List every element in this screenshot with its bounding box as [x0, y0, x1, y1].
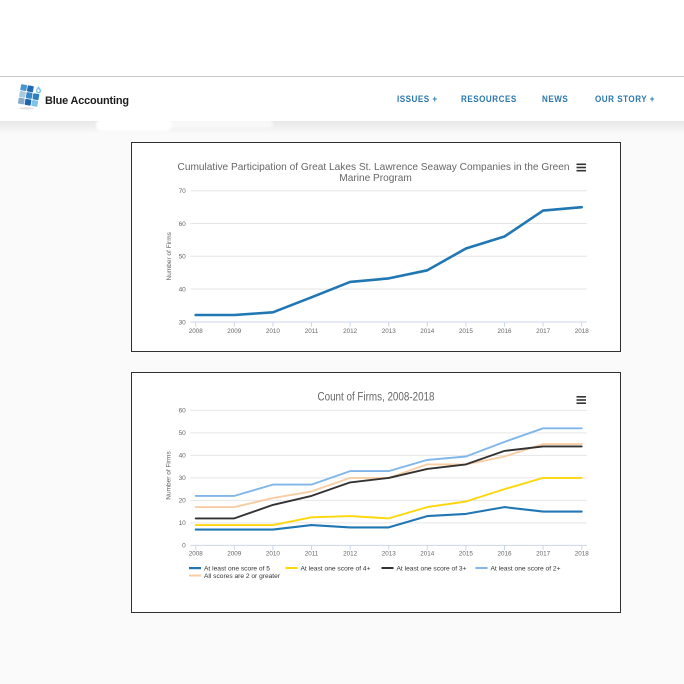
svg-text:2012: 2012 — [343, 328, 358, 335]
svg-text:Number of Firms: Number of Firms — [166, 231, 173, 280]
svg-text:2017: 2017 — [536, 328, 551, 335]
svg-text:Number of Firms: Number of Firms — [166, 451, 173, 500]
svg-text:2015: 2015 — [459, 328, 474, 335]
svg-text:30: 30 — [179, 319, 187, 326]
svg-text:2009: 2009 — [227, 551, 242, 558]
svg-text:2008: 2008 — [189, 551, 204, 558]
svg-text:2012: 2012 — [343, 551, 358, 558]
svg-text:30: 30 — [179, 475, 187, 482]
svg-text:At least one score of 3+: At least one score of 3+ — [397, 565, 467, 572]
svg-text:All scores are 2 or greater: All scores are 2 or greater — [204, 573, 281, 580]
svg-text:2011: 2011 — [305, 328, 319, 335]
svg-text:2018: 2018 — [575, 551, 590, 558]
svg-text:40: 40 — [179, 286, 187, 293]
svg-text:2016: 2016 — [497, 328, 512, 335]
svg-text:10: 10 — [179, 520, 187, 527]
svg-text:2013: 2013 — [382, 328, 397, 335]
svg-text:Cumulative Participation of Gr: Cumulative Participation of Great Lakes … — [178, 162, 570, 173]
svg-text:At least one score of 4+: At least one score of 4+ — [301, 565, 371, 572]
svg-text:2009: 2009 — [227, 328, 242, 335]
svg-text:2016: 2016 — [497, 551, 512, 558]
svg-text:20: 20 — [179, 498, 187, 505]
svg-text:2010: 2010 — [266, 328, 281, 335]
svg-text:60: 60 — [179, 221, 187, 228]
svg-text:2014: 2014 — [420, 551, 435, 558]
svg-text:At least one score of 2+: At least one score of 2+ — [491, 565, 561, 572]
svg-text:40: 40 — [179, 453, 187, 460]
svg-text:2015: 2015 — [459, 551, 474, 558]
svg-text:70: 70 — [179, 188, 187, 195]
svg-text:At least one score of 5: At least one score of 5 — [204, 565, 270, 572]
svg-text:2017: 2017 — [536, 551, 551, 558]
svg-text:50: 50 — [179, 430, 187, 437]
svg-text:2018: 2018 — [575, 328, 590, 335]
svg-text:Count of Firms, 2008-2018: Count of Firms, 2008-2018 — [318, 392, 435, 404]
svg-text:2008: 2008 — [189, 328, 204, 335]
svg-text:Marine Program: Marine Program — [339, 173, 412, 184]
svg-text:0: 0 — [182, 543, 186, 550]
svg-text:2013: 2013 — [382, 551, 397, 558]
svg-text:2014: 2014 — [420, 328, 435, 335]
svg-text:60: 60 — [179, 408, 187, 415]
svg-text:50: 50 — [179, 254, 187, 261]
svg-text:2010: 2010 — [266, 551, 281, 558]
svg-text:2011: 2011 — [305, 551, 319, 558]
